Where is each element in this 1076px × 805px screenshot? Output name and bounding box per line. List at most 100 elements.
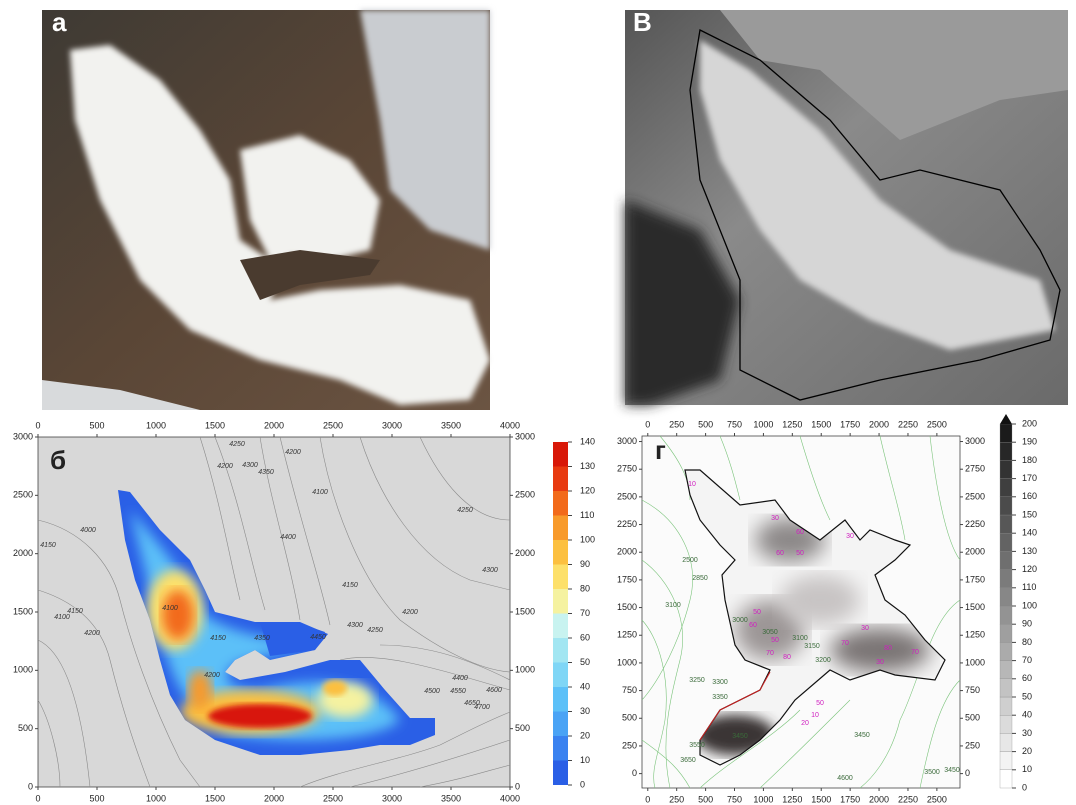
y-tick-label: 500 <box>515 723 530 733</box>
colorbar-segment <box>1000 715 1012 733</box>
y-tick-label: 2250 <box>965 519 985 529</box>
colorbar-segment <box>553 687 568 712</box>
y-tick-label: 2250 <box>617 519 637 529</box>
y-tick-label: 1500 <box>965 602 985 612</box>
x-tick-label: 1500 <box>205 420 225 430</box>
x-tick-label: 1000 <box>753 794 773 804</box>
thickness-label: 50 <box>796 550 804 557</box>
x-tick-label: 2000 <box>869 794 889 804</box>
colorbar-label: 140 <box>580 436 595 446</box>
colorbar-label: 0 <box>580 779 585 789</box>
y-tick-label: 2750 <box>617 464 637 474</box>
y-tick-label: 1250 <box>965 630 985 640</box>
colorbar-label: 120 <box>1022 564 1037 574</box>
y-tick-label: 1750 <box>617 574 637 584</box>
colorbar-label: 90 <box>1022 619 1032 629</box>
contour-label: 3450 <box>854 732 870 739</box>
colorbar-label: 190 <box>1022 437 1037 447</box>
colorbar-label: 20 <box>580 730 590 740</box>
x-tick-label: 1250 <box>782 419 802 429</box>
y-tick-label: 2000 <box>13 548 33 558</box>
y-tick-label: 1250 <box>617 630 637 640</box>
colorbar-segment <box>1000 624 1012 642</box>
x-tick-label: 3500 <box>441 793 461 803</box>
x-tick-label: 2500 <box>927 794 947 804</box>
thickness-label: 50 <box>771 637 779 644</box>
thickness-label: 60 <box>776 550 784 557</box>
x-tick-label: 3000 <box>382 420 402 430</box>
y-tick-label: 500 <box>965 713 980 723</box>
thickness-label: 10 <box>688 481 696 488</box>
y-tick-label: 2500 <box>515 490 535 500</box>
panel-label: В <box>633 7 652 37</box>
colorbar-label: 110 <box>1022 582 1036 592</box>
colorbar-segment <box>553 491 568 516</box>
image-v: В <box>625 7 1068 405</box>
contour-label: 4150 <box>40 542 56 549</box>
y-tick-label: 0 <box>28 781 33 791</box>
colorbar-segment <box>1000 661 1012 679</box>
x-tick-label: 250 <box>669 419 684 429</box>
colorbar-segment <box>553 712 568 737</box>
y-tick-label: 1000 <box>13 665 33 675</box>
colorbar-label: 130 <box>1022 546 1037 556</box>
thickness-label: 10 <box>811 712 819 719</box>
x-tick-label: 0 <box>35 793 40 803</box>
colorbar-label: 40 <box>580 681 590 691</box>
y-tick-label: 1500 <box>617 602 637 612</box>
y-tick-label: 2000 <box>965 547 985 557</box>
x-tick-label: 1500 <box>205 793 225 803</box>
colorbar-label: 60 <box>1022 673 1032 683</box>
contour-label: 2500 <box>682 557 698 564</box>
colorbar-label: 50 <box>1022 691 1032 701</box>
colorbar-label: 140 <box>1022 528 1037 538</box>
colorbar-segment <box>553 589 568 614</box>
contour-label: 4100 <box>162 605 178 612</box>
contour-label: 4100 <box>54 614 70 621</box>
colorbar-label: 100 <box>1022 600 1037 610</box>
colorbar-segment <box>553 467 568 492</box>
x-tick-label: 4000 <box>500 420 520 430</box>
contour-label: 3450 <box>944 767 960 774</box>
x-tick-label: 0 <box>35 420 40 430</box>
contour-label: 4200 <box>217 463 233 470</box>
colorbar-label: 60 <box>580 632 590 642</box>
figure: а В б 0050050010001000150015002000200025… <box>0 0 1076 805</box>
y-tick-label: 0 <box>965 768 970 778</box>
x-tick-label: 1000 <box>146 793 166 803</box>
colorbar-label: 130 <box>580 461 595 471</box>
x-tick-label: 500 <box>89 793 104 803</box>
thickness-label: 70 <box>841 640 849 647</box>
y-tick-label: 3000 <box>617 436 637 446</box>
x-tick-label: 500 <box>698 794 713 804</box>
colorbar-label: 10 <box>1022 764 1032 774</box>
thickness-label: 70 <box>766 650 774 657</box>
contour-label: 3550 <box>689 742 705 749</box>
x-tick-label: 2000 <box>264 420 284 430</box>
colorbar-label: 90 <box>580 559 590 569</box>
x-tick-label: 2250 <box>898 419 918 429</box>
contour-label: 3050 <box>762 629 778 636</box>
x-tick-label: 1500 <box>811 419 831 429</box>
colorbar-label: 30 <box>1022 728 1032 738</box>
colorbar-label: 120 <box>580 485 595 495</box>
contour-label: 3100 <box>665 602 681 609</box>
y-tick-label: 3000 <box>965 436 985 446</box>
colorbar-segment <box>1000 770 1012 788</box>
colorbar-segment <box>1000 460 1012 478</box>
y-tick-label: 2500 <box>965 491 985 501</box>
thickness-map-g: г 00250250500500750750100010001250125015… <box>617 414 1037 804</box>
y-tick-label: 1000 <box>515 665 535 675</box>
colorbar-segment <box>1000 497 1012 515</box>
contour-label: 3250 <box>689 677 705 684</box>
contour-label: 4200 <box>204 672 220 679</box>
colorbar-segment <box>553 516 568 541</box>
y-tick-label: 750 <box>965 685 980 695</box>
contour-label: 4250 <box>229 441 245 448</box>
thickness-label: 20 <box>801 720 809 727</box>
contour-label: 4350 <box>258 469 274 476</box>
colorbar-segment <box>1000 588 1012 606</box>
colorbar-label: 50 <box>580 657 590 667</box>
colorbar-segment <box>1000 570 1012 588</box>
colorbar-label: 10 <box>580 755 590 765</box>
